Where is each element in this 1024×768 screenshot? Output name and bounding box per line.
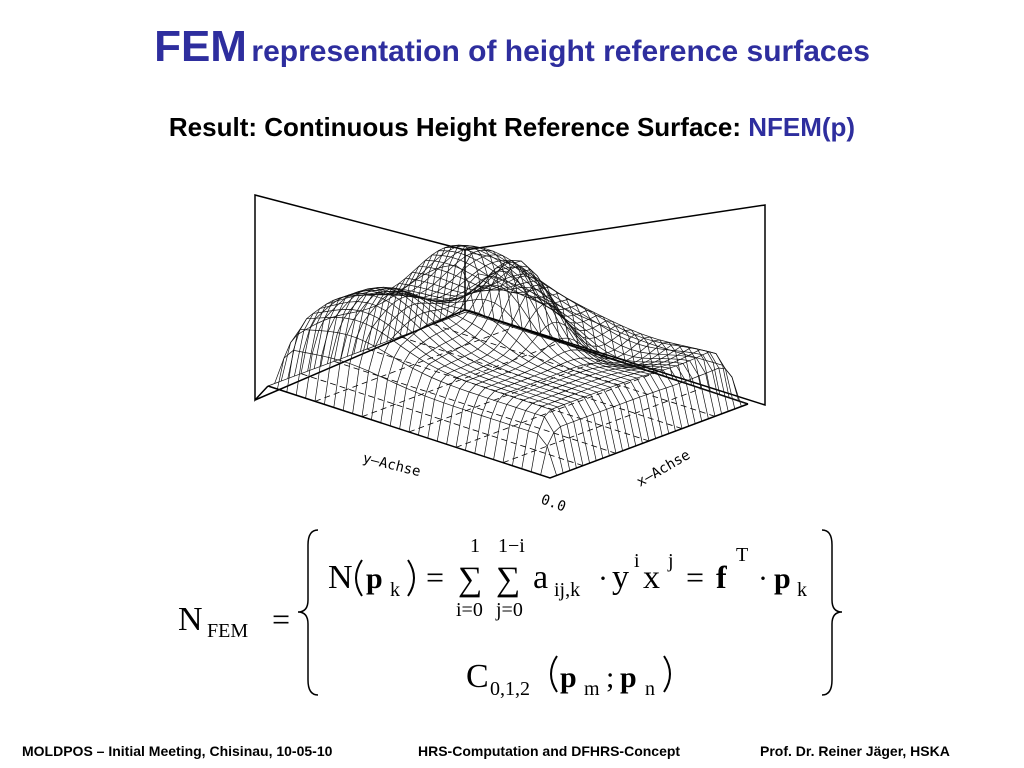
- sum-lower: i=0: [456, 599, 483, 621]
- title-rest: representation of height reference surfa…: [251, 35, 870, 68]
- formula-equals: =: [272, 601, 290, 637]
- mesh-line: [305, 246, 504, 399]
- y-exp: i: [634, 550, 640, 572]
- paren: [355, 559, 363, 597]
- mesh-line: [277, 264, 476, 390]
- mesh-line: [287, 317, 571, 471]
- subtitle-text: Result: Continuous Height Reference Surf…: [168, 112, 741, 142]
- edge: [267, 385, 749, 479]
- mesh-line: [452, 253, 736, 409]
- title: FEM representation of height reference s…: [0, 22, 1024, 72]
- floor-grid: [502, 388, 702, 464]
- wall: [254, 194, 466, 402]
- floor-grid: [408, 357, 608, 433]
- subtitle: Result: Continuous Height Reference Surf…: [0, 112, 1024, 143]
- p: p: [620, 661, 637, 694]
- floor-grid: [361, 342, 561, 418]
- right-brace: [821, 529, 843, 696]
- footer-meeting: MOLDPOS – Initial Meeting, Chisinau, 10-…: [22, 743, 333, 759]
- mesh-line: [267, 311, 467, 387]
- p: p: [560, 661, 577, 694]
- mesh-line: [445, 245, 729, 412]
- mesh-line: [314, 250, 514, 402]
- mesh-line: [465, 336, 664, 451]
- origin-label: 0.0: [539, 492, 568, 516]
- mesh-line: [295, 245, 495, 396]
- c-sub: 0,1,2: [490, 678, 530, 700]
- sum-lower: j=0: [495, 599, 523, 621]
- dot: ·: [598, 562, 608, 595]
- mesh-line: [439, 244, 722, 414]
- n: N: [328, 559, 353, 596]
- mesh-line: [393, 271, 676, 432]
- floor-grid: [455, 372, 655, 448]
- y: y: [612, 559, 629, 596]
- dot: ·: [758, 562, 768, 595]
- a: a: [533, 559, 548, 596]
- paren: [550, 655, 558, 693]
- formula-lhs-sub: FEM: [207, 620, 248, 642]
- p-sub: k: [390, 579, 400, 601]
- p-sub: n: [645, 678, 655, 700]
- p: p: [774, 562, 791, 595]
- footer-author: Prof. Dr. Reiner Jäger, HSKA: [760, 743, 950, 759]
- paren: [407, 559, 415, 597]
- formula-lhs: N: [178, 601, 203, 638]
- mesh-line: [300, 301, 584, 466]
- mesh-line: [455, 333, 655, 448]
- mesh-line: [465, 311, 749, 405]
- eq: =: [686, 559, 704, 595]
- y-axis-label: y–Achse: [361, 450, 422, 480]
- footer-topic: HRS-Computation and DFHRS-Concept: [418, 743, 681, 759]
- sum-upper: 1: [470, 535, 480, 557]
- mesh-line: [286, 244, 486, 393]
- p: p: [366, 562, 383, 595]
- x-exp: j: [667, 550, 674, 572]
- x-axis-label: x–Achse: [634, 447, 693, 490]
- subtitle-highlight: NFEM(p): [748, 112, 856, 142]
- mesh-line: [419, 250, 703, 422]
- mesh-line: [459, 273, 742, 407]
- x: x: [643, 559, 660, 596]
- a-sub: ij,k: [554, 579, 580, 601]
- sum-upper: 1−i: [498, 535, 525, 557]
- paren: [663, 655, 671, 693]
- f: f: [716, 559, 727, 595]
- semicolon: ;: [606, 661, 614, 694]
- mesh-line: [333, 260, 533, 408]
- surface-plot: [254, 194, 766, 479]
- floor-grid: [314, 326, 514, 402]
- p-sub: m: [584, 678, 600, 700]
- sum: ∑: [496, 561, 520, 598]
- title-bold: FEM: [154, 22, 247, 71]
- f-exp: T: [736, 544, 748, 566]
- sum: ∑: [458, 561, 482, 598]
- mesh-line: [436, 303, 636, 442]
- left-brace: [297, 529, 319, 696]
- p-sub: k: [797, 579, 807, 601]
- mesh-line: [406, 259, 689, 427]
- mesh-line: [361, 280, 561, 417]
- eq: =: [426, 559, 444, 595]
- formula: N FEM = N p k = ∑ 1 i=0 ∑ 1−i j=0 a ij,k…: [178, 529, 843, 700]
- c: C: [466, 658, 489, 695]
